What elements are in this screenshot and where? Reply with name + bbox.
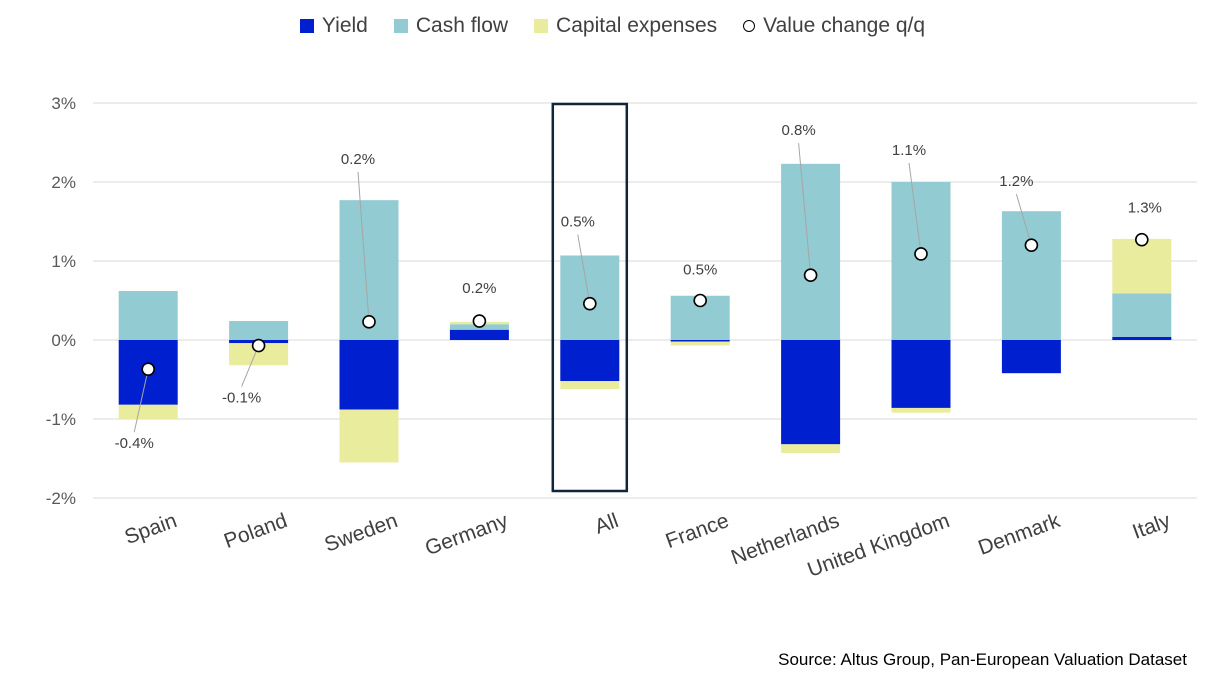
bar-yield <box>781 340 841 445</box>
legend-swatch-capital-expenses <box>534 19 549 33</box>
bar-capital-expenses <box>560 381 620 389</box>
value-change-label: 1.3% <box>1128 200 1162 217</box>
bar-yield <box>449 329 509 340</box>
marker-leader-line <box>577 234 591 304</box>
bar-yield <box>560 340 620 382</box>
value-change-marker <box>472 314 487 328</box>
value-change-label: 1.1% <box>892 142 926 159</box>
y-tick-label: -1% <box>46 410 76 429</box>
value-change-label: -0.4% <box>115 435 154 452</box>
x-tick-label: Sweden <box>322 509 401 557</box>
bar-cash-flow <box>1112 293 1172 337</box>
bar-capital-expenses <box>670 341 730 346</box>
value-change-marker <box>141 362 155 377</box>
value-change-marker <box>1024 238 1039 252</box>
value-change-marker <box>914 247 928 261</box>
legend-label-capital-expenses: Capital expenses <box>556 14 718 37</box>
chart-legend: Yield Cash flow Capital expenses Value c… <box>0 14 1225 38</box>
x-tick-label: France <box>663 509 732 553</box>
bar-capital-expenses <box>1112 238 1172 294</box>
legend-item-capital-expenses: Capital expenses <box>534 14 717 38</box>
marker-leader-line <box>133 369 149 433</box>
value-change-label: -0.1% <box>222 390 261 407</box>
value-change-marker <box>362 315 376 329</box>
legend-label-yield: Yield <box>321 14 368 37</box>
legend-swatch-yield <box>299 19 314 33</box>
value-change-label: 0.2% <box>462 280 496 297</box>
bar-capital-expenses <box>229 343 289 366</box>
bar-capital-expenses <box>781 444 841 453</box>
y-tick-label: 2% <box>51 173 76 192</box>
value-change-marker <box>251 338 266 353</box>
legend-swatch-cash-flow <box>393 19 408 33</box>
value-change-label: 0.5% <box>561 214 595 231</box>
legend-label-cash-flow: Cash flow <box>415 14 509 37</box>
value-change-label: 0.8% <box>781 122 815 139</box>
bar-cash-flow <box>891 182 951 340</box>
y-tick-label: 3% <box>51 94 76 113</box>
legend-marker-value-change <box>743 20 756 32</box>
bar-yield <box>670 340 730 342</box>
bar-capital-expenses <box>891 407 951 413</box>
legend-label-value-change: Value change q/q <box>763 14 926 37</box>
highlight-box <box>551 102 629 493</box>
bar-capital-expenses <box>339 409 399 463</box>
legend-item-yield: Yield <box>299 14 368 38</box>
x-tick-label: All <box>592 509 622 539</box>
marker-leader-line <box>241 345 260 387</box>
bar-capital-expenses <box>118 404 178 419</box>
value-change-label: 0.2% <box>341 151 375 168</box>
bar-yield <box>339 340 399 410</box>
value-change-marker <box>582 296 597 311</box>
marker-leader-line <box>908 162 922 254</box>
value-change-marker <box>1135 232 1149 247</box>
y-tick-label: 1% <box>51 252 76 271</box>
marker-leader-line <box>1015 194 1032 246</box>
legend-item-cash-flow: Cash flow <box>393 14 509 38</box>
value-change-label: 1.2% <box>999 173 1033 190</box>
bar-yield <box>891 340 951 408</box>
x-tick-label: Denmark <box>975 509 1063 560</box>
x-tick-label: Italy <box>1129 509 1174 544</box>
bar-cash-flow <box>1001 211 1061 340</box>
y-tick-label: 0% <box>51 331 76 350</box>
source-note: Source: Altus Group, Pan-European Valuat… <box>778 650 1187 669</box>
bar-yield <box>1001 340 1061 374</box>
x-tick-label: Poland <box>221 509 290 553</box>
bar-yield <box>1112 336 1172 340</box>
bar-cash-flow <box>118 291 178 340</box>
marker-leader-line <box>798 143 812 276</box>
bar-cash-flow <box>781 163 841 340</box>
y-tick-label: -2% <box>46 489 76 508</box>
value-change-marker <box>693 293 708 308</box>
x-tick-label: Germany <box>422 509 511 560</box>
marker-leader-line <box>357 171 370 322</box>
legend-item-value-change: Value change q/q <box>743 14 925 38</box>
value-change-marker <box>803 268 818 283</box>
x-tick-label: Spain <box>122 509 180 549</box>
bar-cash-flow <box>229 321 289 340</box>
value-change-label: 0.5% <box>683 262 717 279</box>
